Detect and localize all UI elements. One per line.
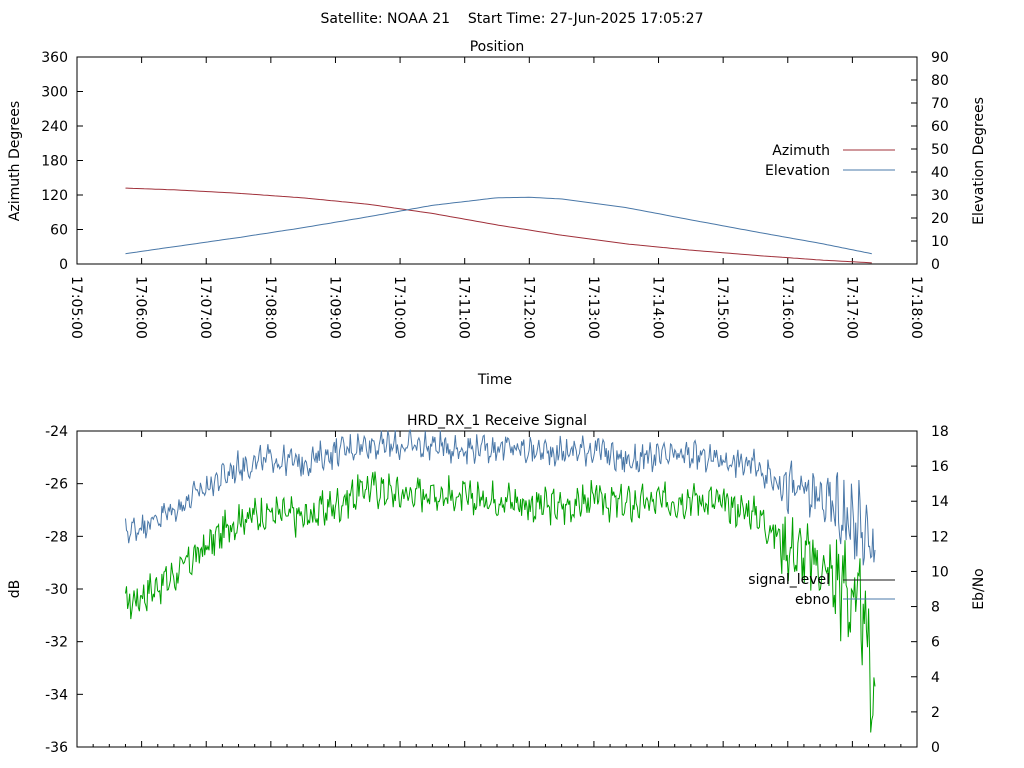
- y-tick-label: -30: [45, 582, 68, 598]
- y-tick-label: -36: [45, 740, 68, 756]
- position-chart-title: Position: [470, 39, 525, 55]
- signal-y2-axis-label: Eb/No: [971, 568, 987, 610]
- y-tick-label: 240: [41, 119, 68, 135]
- page-title: Satellite: NOAA 21 Start Time: 27-Jun-20…: [321, 11, 704, 27]
- y2-tick-label: 90: [931, 50, 949, 66]
- y2-tick-label: 20: [931, 211, 949, 227]
- y2-tick-label: 12: [931, 529, 949, 545]
- x-tick-label: 17:10:00: [391, 276, 407, 339]
- series-line-ebno: [125, 429, 876, 566]
- y-tick-label: 60: [50, 223, 68, 239]
- x-tick-label: 17:09:00: [326, 276, 342, 339]
- y2-tick-label: 60: [931, 119, 949, 135]
- legend-label-azimuth: Azimuth: [772, 143, 830, 159]
- y2-tick-label: 70: [931, 96, 949, 112]
- position-y-axis-label: Azimuth Degrees: [7, 101, 23, 221]
- signal-y-axis-label: dB: [7, 580, 23, 599]
- position-x-axis-label: Time: [477, 372, 512, 388]
- y-tick-label: 120: [41, 188, 68, 204]
- x-tick-label: 17:11:00: [456, 276, 472, 339]
- x-tick-label: 17:14:00: [650, 276, 666, 339]
- y2-tick-label: 14: [931, 494, 949, 510]
- series-line-signal-level: [125, 471, 876, 733]
- legend-label-ebno: ebno: [795, 592, 830, 608]
- x-tick-label: 17:17:00: [843, 276, 859, 339]
- position-y2-axis-label: Elevation Degrees: [971, 97, 987, 225]
- y2-tick-label: 0: [931, 740, 940, 756]
- x-tick-label: 17:15:00: [714, 276, 730, 339]
- x-tick-label: 17:07:00: [197, 276, 213, 339]
- y-tick-label: 360: [41, 50, 68, 66]
- y2-tick-label: 8: [931, 600, 940, 616]
- y2-tick-label: 40: [931, 165, 949, 181]
- y-tick-label: -32: [45, 635, 68, 651]
- y2-tick-label: 4: [931, 670, 940, 686]
- position-chart: Position 0 60 120 180 240 300 360 0 10 20 30 40 50 6…: [7, 39, 987, 388]
- y2-tick-label: 50: [931, 142, 949, 158]
- x-tick-label: 17:16:00: [779, 276, 795, 339]
- y-tick-label: 180: [41, 154, 68, 170]
- position-plot-frame: [76, 56, 918, 265]
- y-tick-label: 300: [41, 85, 68, 101]
- signal-chart: HRD_RX_1 Receive Signal -36 -34 -32 -30 -28 -…: [7, 413, 987, 756]
- y-tick-label: -26: [45, 477, 68, 493]
- x-tick-label: 17:12:00: [520, 276, 536, 339]
- y2-tick-label: 10: [931, 234, 949, 250]
- x-tick-label: 17:18:00: [908, 276, 924, 339]
- y2-tick-label: 18: [931, 424, 949, 440]
- y2-tick-label: 2: [931, 705, 940, 721]
- x-tick-label: 17:06:00: [133, 276, 149, 339]
- legend-label-elevation: Elevation: [765, 163, 830, 179]
- legend-label-signal-level: signal_level: [748, 572, 830, 588]
- x-tick-label: 17:13:00: [585, 276, 601, 339]
- y-tick-label: -28: [45, 529, 68, 545]
- y2-tick-label: 30: [931, 188, 949, 204]
- position-legend: Azimuth Elevation: [765, 143, 895, 179]
- y2-tick-label: 0: [931, 257, 940, 273]
- y2-tick-label: 80: [931, 73, 949, 89]
- signal-legend: signal_level ebno: [748, 572, 895, 608]
- signal-plot-frame: [76, 430, 918, 748]
- y2-tick-label: 16: [931, 459, 949, 475]
- x-tick-label: 17:08:00: [262, 276, 278, 339]
- y2-tick-label: 6: [931, 635, 940, 651]
- y-tick-label: -24: [45, 424, 68, 440]
- y-tick-label: -34: [45, 687, 68, 703]
- series-line-azimuth: [125, 187, 872, 264]
- y-tick-label: 0: [59, 257, 68, 273]
- signal-chart-title: HRD_RX_1 Receive Signal: [407, 413, 587, 429]
- x-tick-label: 17:05:00: [68, 276, 84, 339]
- y2-tick-label: 10: [931, 564, 949, 580]
- series-line-elevation: [125, 196, 872, 255]
